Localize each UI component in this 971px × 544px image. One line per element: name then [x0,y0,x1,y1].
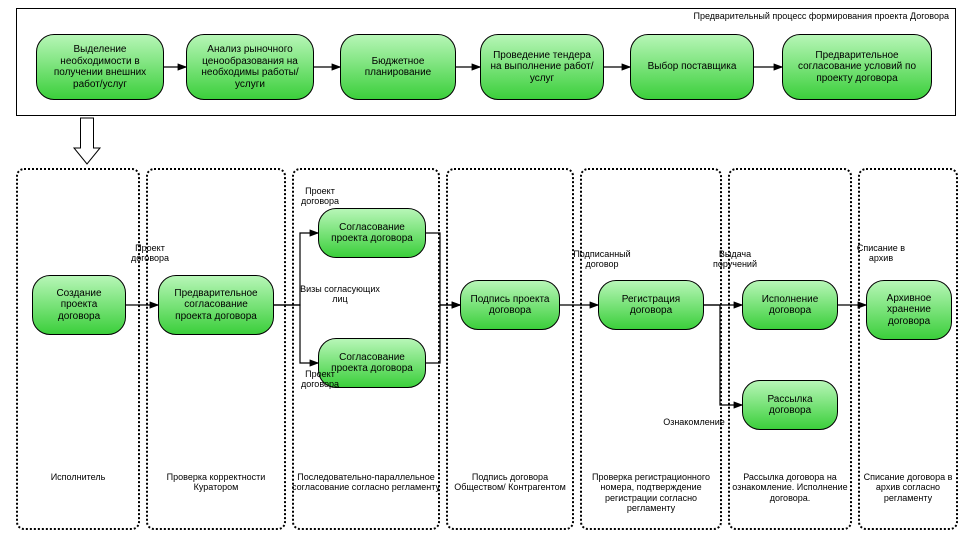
process-node-m1: Создание проекта договора [32,275,126,335]
lane-label-l2: Проверка корректности Куратором [146,472,286,493]
edge-label-e8: Списание в архив [846,244,916,264]
edge-label-e4: Визы согласующих лиц [300,285,380,305]
process-node-m8: Архивное хранение договора [866,280,952,340]
process-node-m3a: Согласование проекта договора [318,208,426,258]
edge-label-e3: Проект договора [290,370,350,390]
top-node-t1: Выделение необходимости в получении внеш… [36,34,164,100]
edge-label-e2: Проект договора [290,187,350,207]
lane-label-l5: Проверка регистрационного номера, подтве… [580,472,722,513]
lane-label-l3: Последовательно-параллельное согласовани… [292,472,440,493]
edge-label-e5: Подписанный договор [562,250,642,270]
process-node-m7: Рассылка договора [742,380,838,430]
lane-label-l6: Рассылка договора на ознакомление. Испол… [728,472,852,503]
top-node-t4: Проведение тендера на выполнение работ/ … [480,34,604,100]
edge-label-e6: Выдача поручений [700,250,770,270]
lane-label-l4: Подпись договора Обществом/ Контрагентом [446,472,574,493]
edge-label-e1: Проект договора [120,244,180,264]
top-node-t3: Бюджетное планирование [340,34,456,100]
lane-label-l1: Исполнитель [16,472,140,482]
top-node-t2: Анализ рыночного ценообразования на необ… [186,34,314,100]
process-node-m4: Подпись проекта договора [460,280,560,330]
process-node-m2: Предварительное согласование проекта дог… [158,275,274,335]
process-node-m5: Регистрация договора [598,280,704,330]
top-node-t6: Предварительное согласование условий по … [782,34,932,100]
top-process-title: Предварительный процесс формирования про… [694,11,949,21]
lane-label-l7: Списание договора в архив согласно регла… [858,472,958,503]
top-node-t5: Выбор поставщика [630,34,754,100]
edge-label-e7: Ознакомление [654,418,734,428]
process-node-m6: Исполнение договора [742,280,838,330]
